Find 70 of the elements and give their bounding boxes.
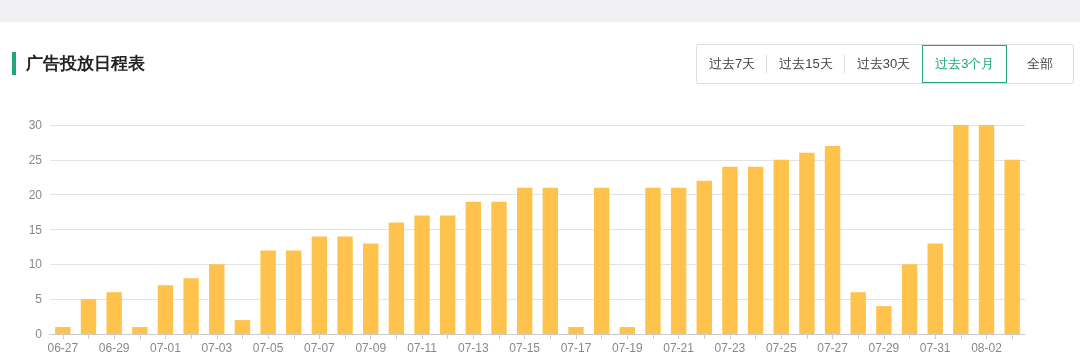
bar [516, 187, 533, 334]
x-tick-label: 07-31 [919, 341, 951, 355]
x-tick-label: 07-15 [509, 341, 541, 355]
x-tick-label: 07-17 [560, 341, 592, 355]
x-tick-label: 07-21 [663, 341, 695, 355]
bar [773, 159, 789, 334]
x-tick-label: 07-29 [868, 341, 900, 355]
bar [209, 264, 225, 334]
x-tick-label: 07-05 [252, 341, 284, 355]
bar [876, 306, 892, 334]
text: 全部 [1026, 55, 1055, 73]
bar [568, 327, 584, 334]
bar [593, 187, 610, 334]
text: 过去7天 [697, 45, 768, 83]
x-tick-label: 07-19 [611, 341, 643, 355]
bar [953, 125, 969, 334]
bar [670, 187, 687, 334]
bar [978, 125, 995, 334]
y-tick-label: 15 [28, 222, 43, 237]
x-tick-label: 07-07 [304, 341, 336, 355]
bar [1004, 159, 1020, 334]
x-tick-label: 07-25 [765, 341, 797, 355]
bar [414, 215, 430, 334]
bar [311, 236, 328, 334]
bar [337, 236, 353, 334]
x-tick-label: 07-01 [150, 341, 182, 355]
bar [824, 145, 841, 334]
bar [55, 327, 71, 334]
x-tick-label: 07-13 [458, 341, 490, 355]
bar [183, 278, 199, 334]
x-tick-label: 08-02 [971, 341, 1003, 355]
text: 过去15天 [767, 45, 845, 83]
x-tick-label: 07-09 [355, 341, 387, 355]
bar [491, 201, 507, 334]
bar [696, 180, 712, 334]
bar [850, 292, 866, 334]
bar [440, 215, 456, 334]
bar [388, 222, 405, 334]
bar [901, 264, 918, 334]
bar [260, 250, 276, 334]
bar [234, 320, 251, 334]
y-tick-label: 30 [28, 118, 43, 132]
bar [363, 243, 379, 334]
bar [927, 243, 943, 334]
bar [80, 299, 97, 334]
bar [542, 187, 559, 334]
bar [286, 250, 302, 334]
text: 过去30天 [855, 55, 912, 73]
x-tick-label: 07-27 [817, 341, 849, 355]
y-tick-label: 5 [35, 292, 43, 307]
x-tick-label: 07-23 [714, 341, 746, 355]
x-tick-label: 07-11 [407, 341, 438, 355]
chart-title: 广告投放日程表 [12, 52, 145, 75]
x-tick-label: 07-03 [201, 341, 233, 355]
bar [799, 152, 815, 334]
text: 过去3个月 [922, 45, 1008, 83]
y-tick-label: 0 [35, 327, 43, 341]
bar [465, 201, 482, 334]
y-tick-label: 25 [28, 152, 43, 167]
bar [645, 187, 661, 334]
bar [619, 327, 635, 334]
x-tick-label: 06-29 [98, 341, 130, 355]
bar [722, 166, 738, 334]
bar [157, 285, 174, 334]
bar [106, 292, 122, 334]
y-tick-label: 10 [28, 257, 43, 272]
y-tick-label: 20 [28, 187, 43, 202]
bar [747, 166, 764, 334]
x-tick-label: 06-27 [47, 341, 79, 355]
bar [132, 327, 148, 334]
